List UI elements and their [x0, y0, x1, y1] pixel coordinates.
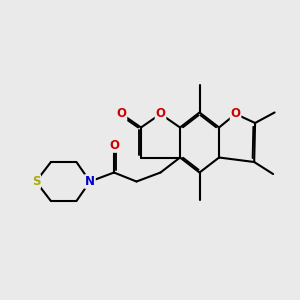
Text: O: O	[155, 107, 166, 121]
Text: N: N	[85, 175, 95, 188]
Text: O: O	[231, 107, 241, 121]
Text: O: O	[116, 107, 127, 121]
Text: O: O	[109, 139, 119, 152]
Text: S: S	[32, 175, 40, 188]
